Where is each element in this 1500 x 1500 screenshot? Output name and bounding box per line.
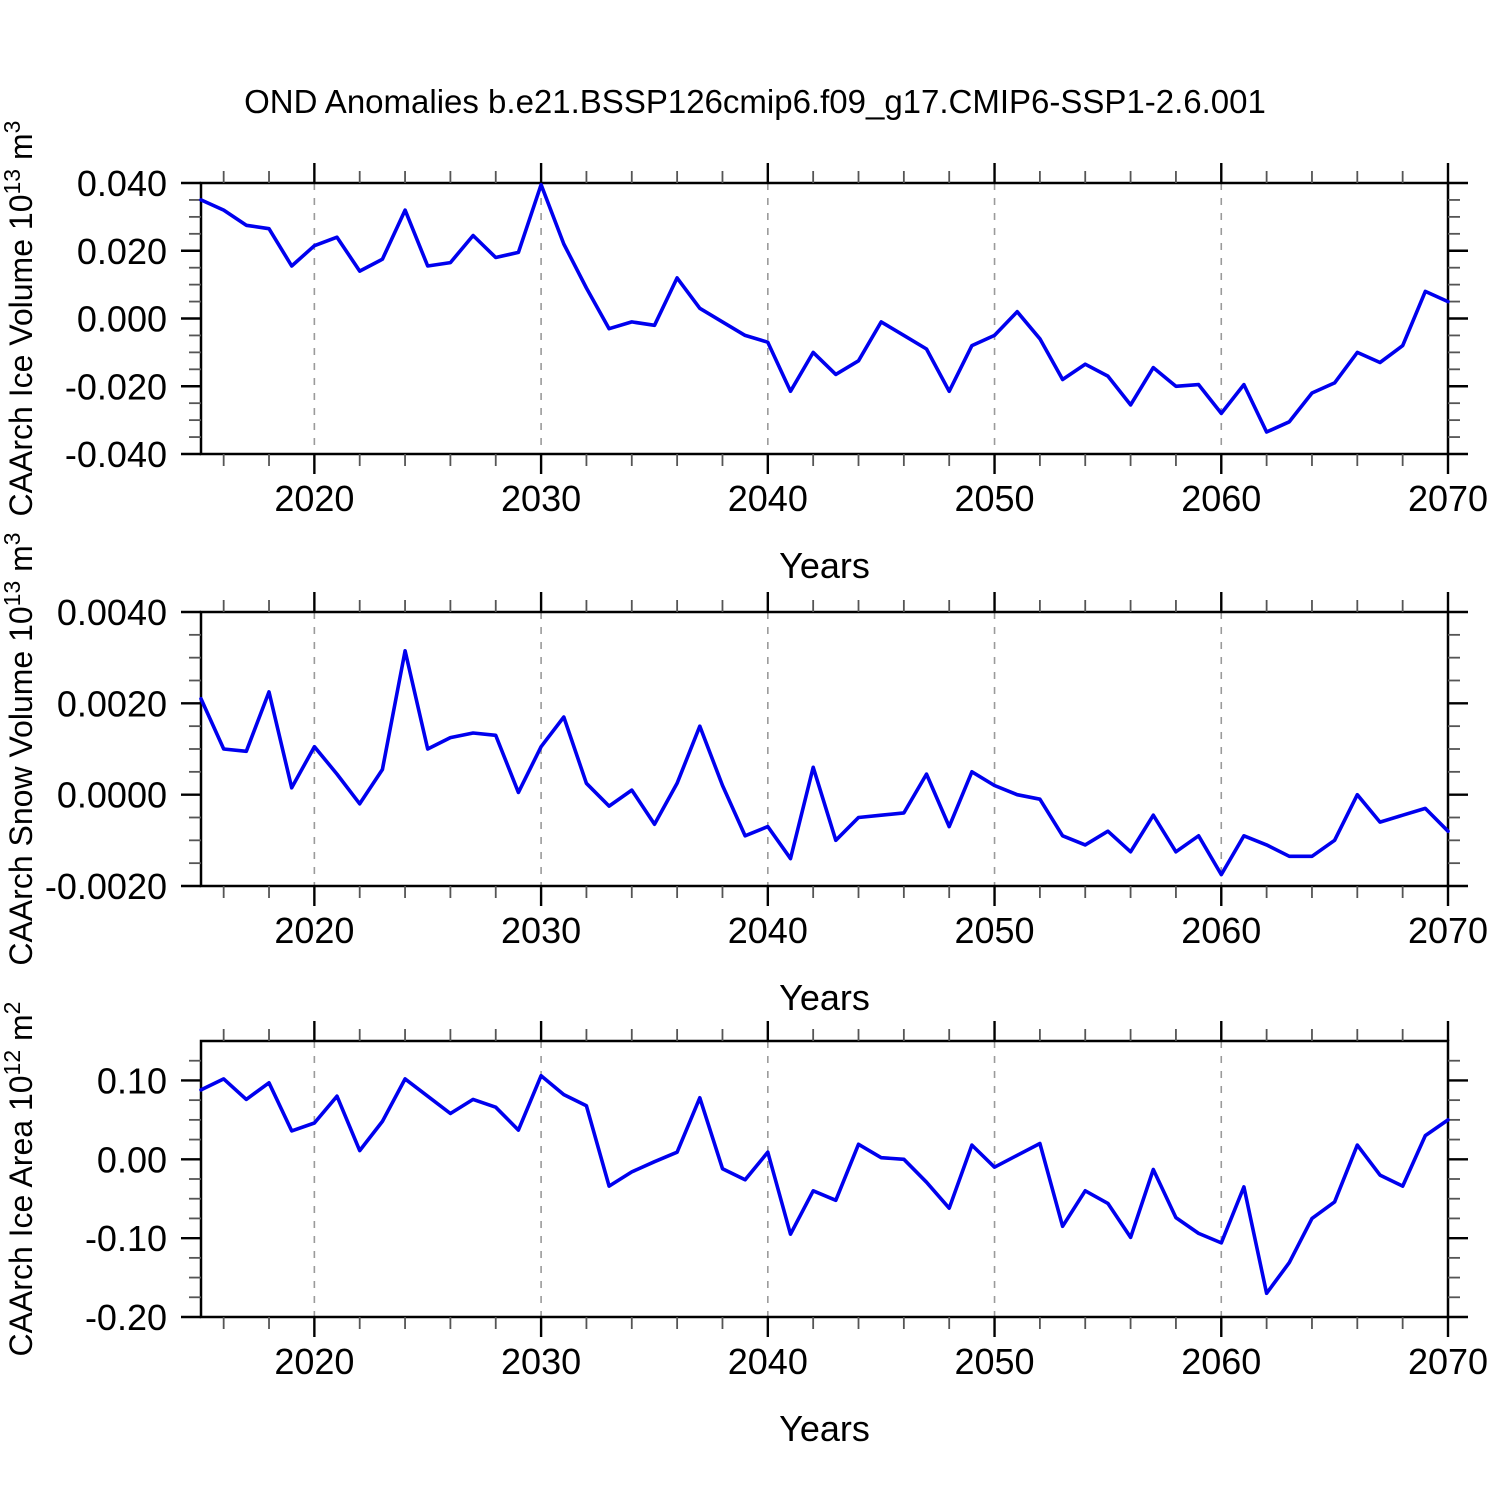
x-tick-label: 2050 — [954, 1341, 1034, 1382]
y-tick-label: 0.000 — [77, 299, 167, 340]
y-tick-label: 0.0020 — [57, 683, 167, 724]
y-tick-label: 0.0000 — [57, 775, 167, 816]
y-tick-label: 0.020 — [77, 231, 167, 272]
x-tick-label: 2040 — [728, 1341, 808, 1382]
plot-frame — [199, 181, 1450, 456]
panel-snow-volume: 0.0040 0.0020 0.0000 -0.0020 2020 2030 2040 205… — [0, 532, 1488, 1018]
y-tick-label: -0.20 — [85, 1297, 167, 1338]
x-tick-label: 2060 — [1181, 910, 1261, 951]
plot-frame — [199, 1039, 1450, 1319]
y-tick-label: -0.0020 — [45, 866, 167, 907]
y-axis-title: CAArch Ice Volume 1013 m3 — [0, 121, 39, 517]
x-tick-label: 2030 — [501, 910, 581, 951]
data-line-ice-volume — [199, 182, 1450, 434]
data-line-snow-volume — [199, 648, 1450, 877]
x-tick-label: 2050 — [954, 910, 1034, 951]
x-tick-label: 2020 — [274, 1341, 354, 1382]
x-tick-label: 2030 — [501, 478, 581, 519]
x-axis-title: Years — [779, 977, 870, 1018]
x-tick-label: 2070 — [1408, 910, 1488, 951]
y-tick-label: -0.040 — [65, 434, 167, 475]
y-tick-label: -0.020 — [65, 366, 167, 407]
y-tick-label: 0.0040 — [57, 592, 167, 633]
x-tick-label: 2040 — [728, 478, 808, 519]
x-tick-label: 2060 — [1181, 1341, 1261, 1382]
x-tick-label: 2050 — [954, 478, 1034, 519]
y-axis-title: CAArch Snow Volume 1013 m3 — [0, 532, 39, 965]
data-line-ice-area — [199, 1073, 1450, 1296]
y-axis-title: CAArch Ice Area 1012 m2 — [0, 1002, 39, 1357]
x-tick-label: 2020 — [274, 478, 354, 519]
y-tick-label: 0.10 — [97, 1060, 167, 1101]
x-axis-title: Years — [779, 545, 870, 586]
x-axis-title: Years — [779, 1408, 870, 1449]
x-tick-label: 2060 — [1181, 478, 1261, 519]
y-tick-label: -0.10 — [85, 1218, 167, 1259]
x-tick-label: 2070 — [1408, 478, 1488, 519]
x-tick-label: 2070 — [1408, 1341, 1488, 1382]
x-tick-label: 2040 — [728, 910, 808, 951]
x-tick-label: 2030 — [501, 1341, 581, 1382]
y-tick-label: 0.00 — [97, 1139, 167, 1180]
x-tick-label: 2020 — [274, 910, 354, 951]
y-tick-label: 0.040 — [77, 163, 167, 204]
panel-ice-area: 0.10 0.00 -0.10 -0.20 2020 2030 2040 2050 2060 20… — [0, 1002, 1488, 1449]
page-title: OND Anomalies b.e21.BSSP126cmip6.f09_g17… — [244, 83, 1266, 120]
panel-ice-volume: 0.040 0.020 0.000 -0.020 -0.040 2020 2030 2040 2… — [0, 121, 1488, 586]
